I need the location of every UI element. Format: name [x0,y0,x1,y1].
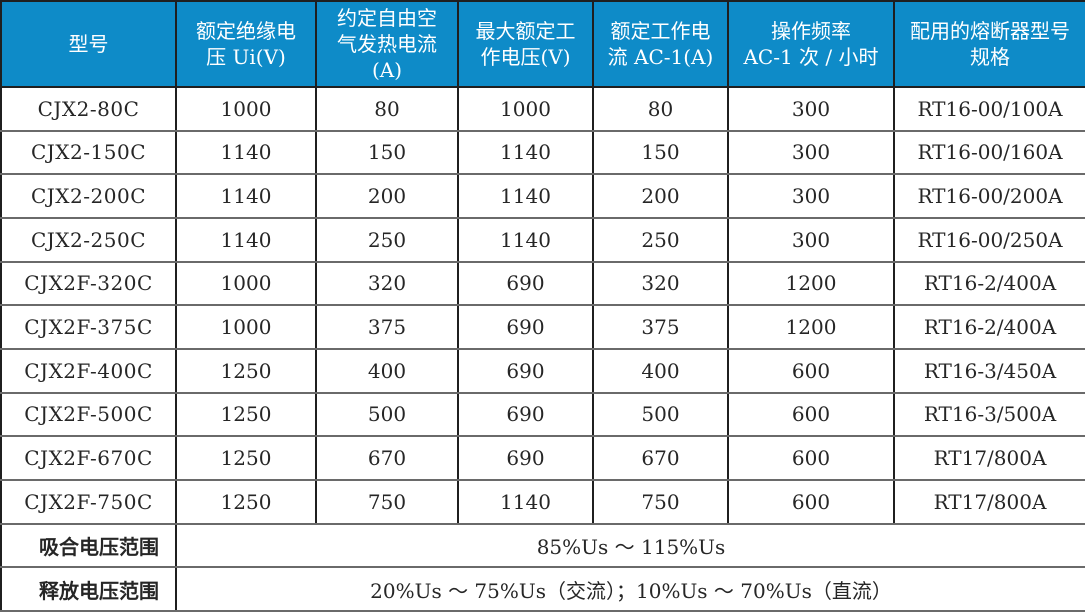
table-row: CJX2F-670C 1250 670 690 670 600 RT17/800… [0,435,1085,481]
cell-value: 500 [592,391,729,438]
table-row: CJX2-150C 1140 150 1140 150 300 RT16-00/… [0,129,1085,176]
cell-fuse: RT16-3/500A [893,391,1085,438]
cell-value: 1140 [175,129,317,176]
cell-value: 600 [727,391,895,438]
cell-value: 600 [727,347,895,394]
cell-value: 150 [315,129,459,176]
cell-fuse: RT17/800A [893,478,1085,525]
cell-value: 150 [592,129,729,176]
header-conventional-free-air-thermal-current: 约定自由空 气发热电流 (A) [315,0,459,88]
cell-model: CJX2-150C [0,129,177,176]
cell-model: CJX2F-750C [0,478,177,525]
footer-value-release-voltage-range: 20%Us ～ 75%Us（交流）；10%Us ～ 70%Us（直流） [175,566,1085,612]
cell-value: 80 [592,86,729,132]
cell-value: 1250 [175,391,317,438]
cell-model: CJX2-80C [0,86,177,132]
table-row: CJX2F-375C 1000 375 690 375 1200 RT16-2/… [0,304,1085,350]
cell-value: 670 [592,435,729,481]
cell-value: 400 [592,347,729,394]
header-rated-insulation-voltage: 额定绝缘电 压 Ui(V) [175,0,317,88]
table-row: CJX2-200C 1140 200 1140 200 300 RT16-00/… [0,173,1085,219]
cell-fuse: RT16-00/250A [893,216,1085,263]
cell-value: 250 [315,216,459,263]
cell-value: 200 [592,173,729,219]
cell-value: 1140 [175,173,317,219]
header-matching-fuse-spec: 配用的熔断器型号 规格 [893,0,1085,88]
cell-value: 1250 [175,347,317,394]
cell-value: 1000 [175,260,317,307]
cell-value: 300 [727,216,895,263]
cell-value: 375 [315,304,459,350]
cell-model: CJX2F-500C [0,391,177,438]
table-row: CJX2-80C 1000 80 1000 80 300 RT16-00/100… [0,86,1085,132]
header-row: 型号 额定绝缘电 压 Ui(V) 约定自由空 气发热电流 (A) 最大额定工 作… [0,0,1085,88]
cell-fuse: RT16-00/160A [893,129,1085,176]
footer-row-pickup-voltage-range: 吸合电压范围 85%Us ～ 115%Us [0,522,1085,569]
cell-value: 1250 [175,435,317,481]
cell-fuse: RT17/800A [893,435,1085,481]
cell-value: 690 [457,391,594,438]
cell-value: 1140 [457,216,594,263]
cell-model: CJX2-200C [0,173,177,219]
cell-value: 690 [457,304,594,350]
cell-value: 750 [592,478,729,525]
cell-value: 690 [457,260,594,307]
cell-value: 300 [727,173,895,219]
cell-value: 690 [457,435,594,481]
cell-value: 750 [315,478,459,525]
cell-value: 1000 [175,86,317,132]
footer-value-pickup-voltage-range: 85%Us ～ 115%Us [175,522,1085,569]
cell-fuse: RT16-2/400A [893,260,1085,307]
cell-value: 500 [315,391,459,438]
cell-value: 1140 [457,129,594,176]
cell-value: 80 [315,86,459,132]
table-row: CJX2F-400C 1250 400 690 400 600 RT16-3/4… [0,347,1085,394]
cell-value: 1140 [457,478,594,525]
cell-value: 690 [457,347,594,394]
cell-value: 320 [315,260,459,307]
header-operating-frequency: 操作频率 AC-1 次 / 小时 [727,0,895,88]
cell-value: 1250 [175,478,317,525]
header-model: 型号 [0,0,177,88]
cell-model: CJX2F-375C [0,304,177,350]
cell-value: 250 [592,216,729,263]
cell-fuse: RT16-00/200A [893,173,1085,219]
cell-value: 300 [727,129,895,176]
cell-fuse: RT16-2/400A [893,304,1085,350]
header-max-rated-operational-voltage: 最大额定工 作电压(V) [457,0,594,88]
footer-label-pickup-voltage-range: 吸合电压范围 [0,522,177,569]
footer-label-release-voltage-range: 释放电压范围 [0,566,177,612]
table-row: CJX2F-320C 1000 320 690 320 1200 RT16-2/… [0,260,1085,307]
cell-value: 600 [727,478,895,525]
table-row: CJX2F-750C 1250 750 1140 750 600 RT17/80… [0,478,1085,525]
cell-value: 1000 [457,86,594,132]
cell-fuse: RT16-3/450A [893,347,1085,394]
cell-model: CJX2F-670C [0,435,177,481]
cell-value: 1140 [457,173,594,219]
cell-model: CJX2F-320C [0,260,177,307]
cell-value: 400 [315,347,459,394]
cell-value: 320 [592,260,729,307]
header-rated-operational-current-ac1: 额定工作电 流 AC-1(A) [592,0,729,88]
footer-row-release-voltage-range: 释放电压范围 20%Us ～ 75%Us（交流）；10%Us ～ 70%Us（直… [0,566,1085,612]
cell-value: 600 [727,435,895,481]
cell-value: 670 [315,435,459,481]
cell-model: CJX2F-400C [0,347,177,394]
table-row: CJX2F-500C 1250 500 690 500 600 RT16-3/5… [0,391,1085,438]
cell-value: 375 [592,304,729,350]
cell-value: 1140 [175,216,317,263]
cell-value: 1000 [175,304,317,350]
cell-model: CJX2-250C [0,216,177,263]
table-row: CJX2-250C 1140 250 1140 250 300 RT16-00/… [0,216,1085,263]
cell-fuse: RT16-00/100A [893,86,1085,132]
cell-value: 1200 [727,260,895,307]
cell-value: 300 [727,86,895,132]
cell-value: 1200 [727,304,895,350]
cell-value: 200 [315,173,459,219]
